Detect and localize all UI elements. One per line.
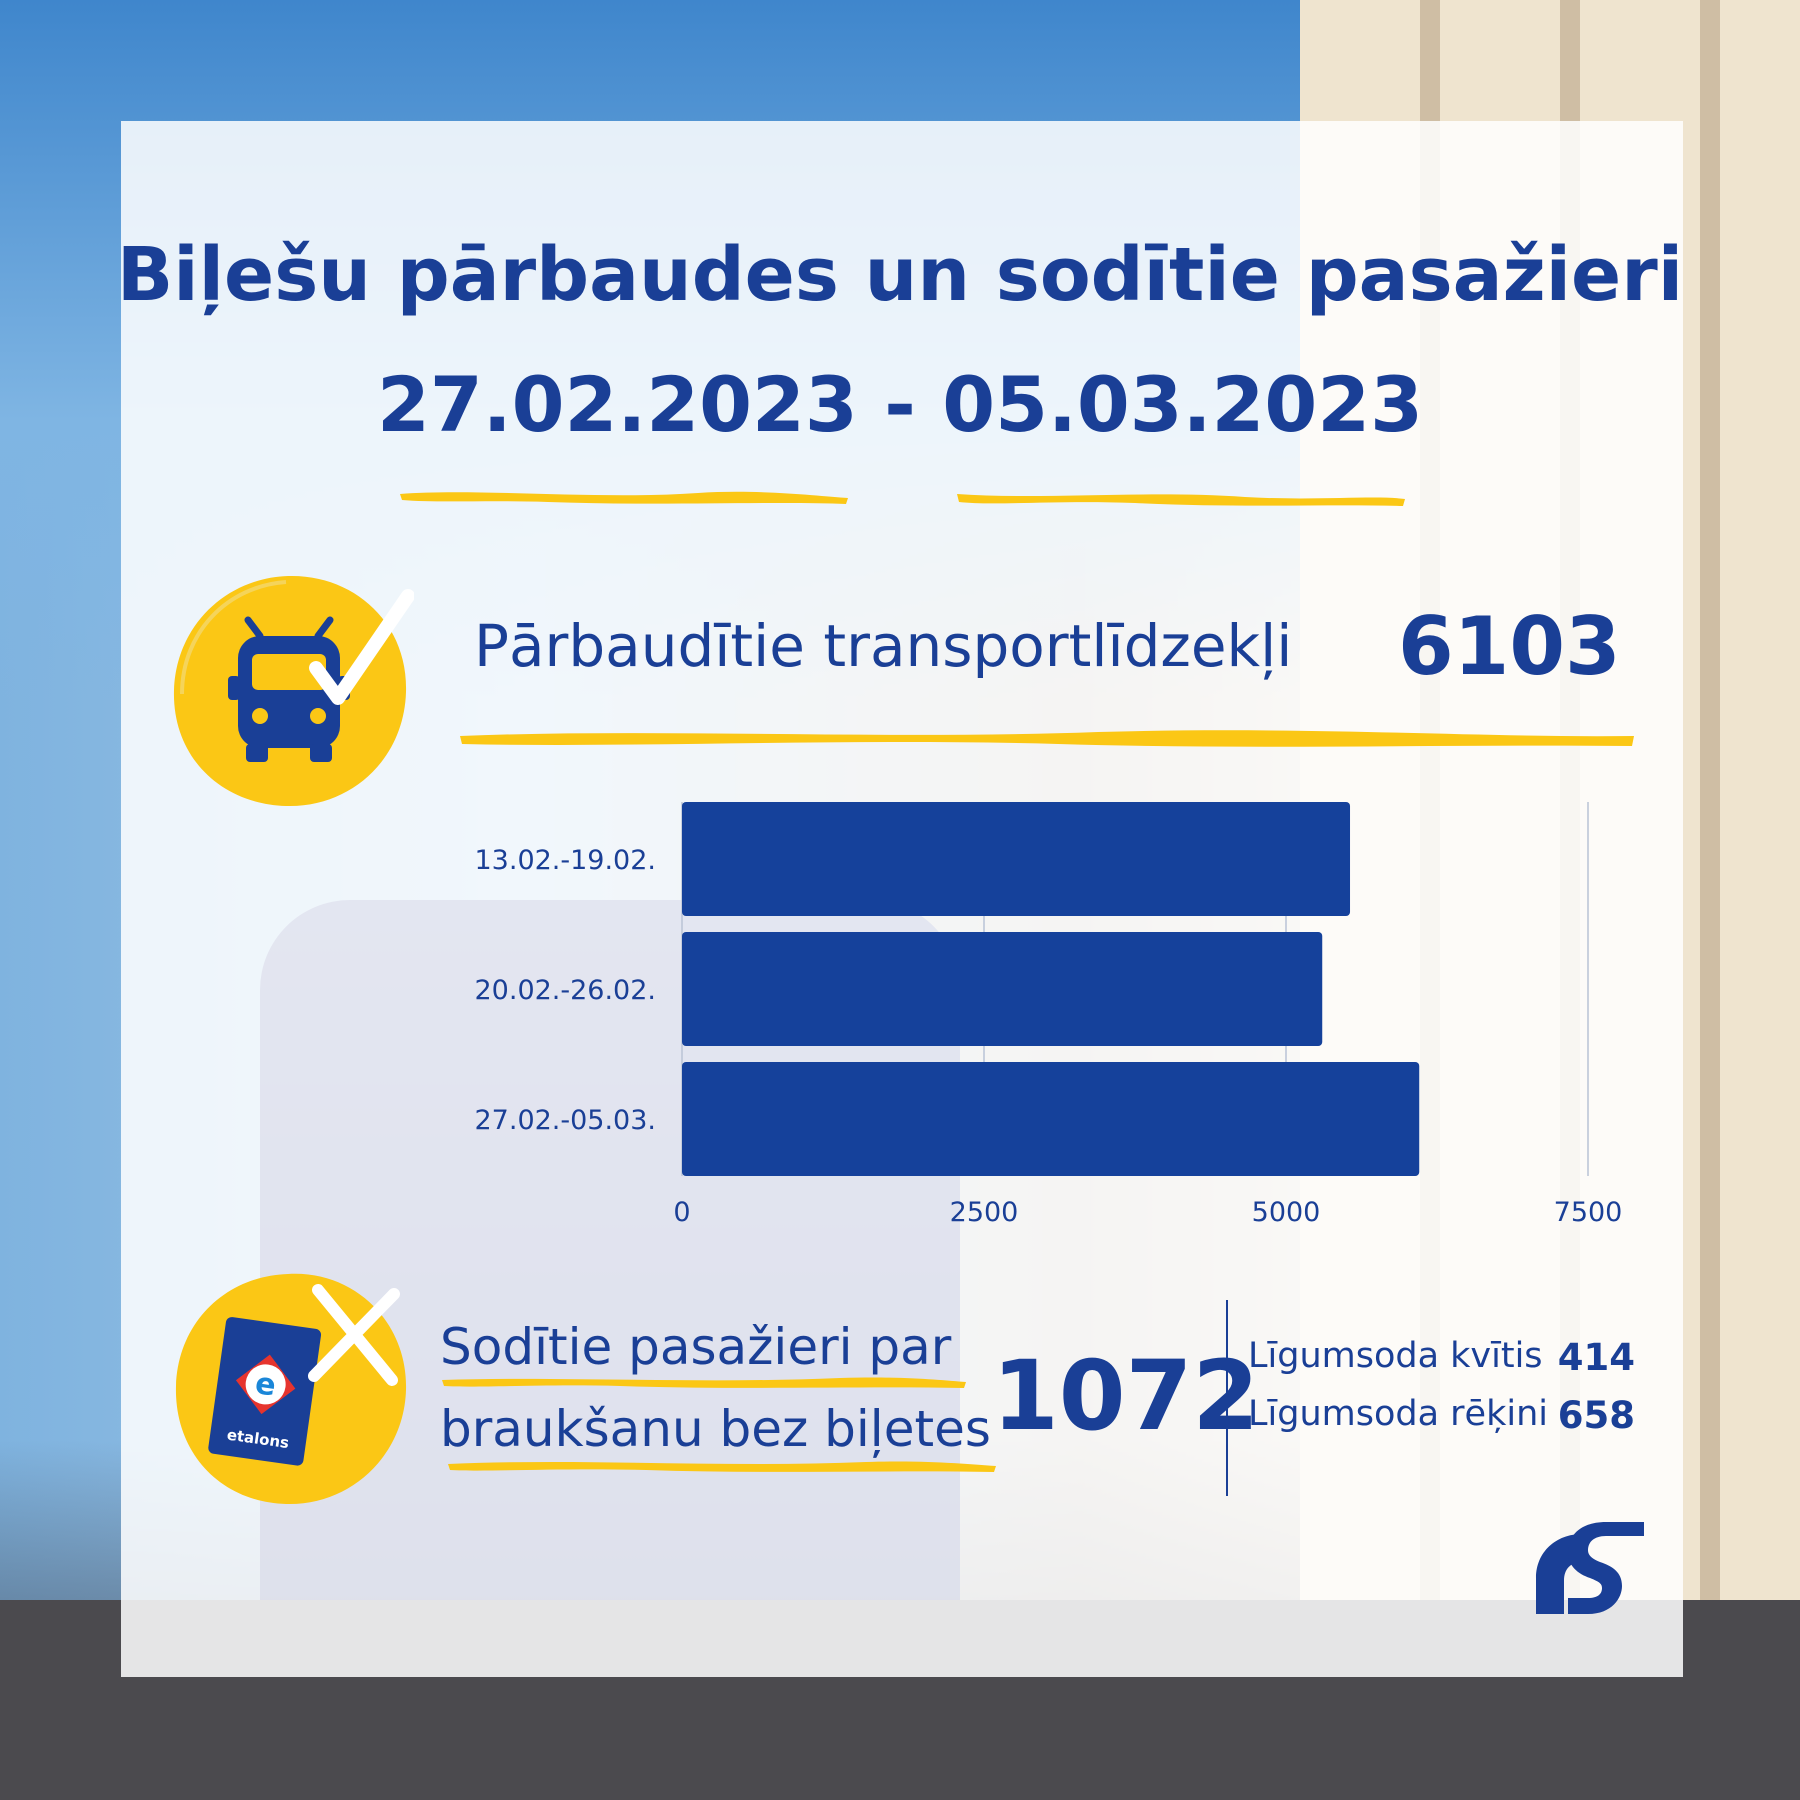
fined-label-line-2: braukšanu bez biļetes [440, 1400, 991, 1458]
breakdown-label-2: Līgumsoda rēķini [1248, 1394, 1548, 1434]
breakdown-divider [1226, 1300, 1228, 1496]
rigas-satiksme-logo-icon [1536, 1522, 1644, 1614]
breakdown-label-1: Līgumsoda kvītis [1248, 1336, 1543, 1376]
x-tick-label-0: 0 [673, 1197, 690, 1228]
bar-2 [682, 1062, 1420, 1176]
svg-text:e: e [253, 1366, 278, 1403]
breakdown-value-2: 658 [1557, 1394, 1635, 1437]
fined-value: 1072 [992, 1340, 1260, 1452]
bar-0 [682, 802, 1351, 916]
fined-underline-1 [442, 1377, 966, 1388]
bar-1 [682, 932, 1323, 1046]
vehicles-label: Pārbaudītie transportlīdzekļi [474, 612, 1293, 680]
category-label-1: 20.02.-26.02. [475, 975, 657, 1006]
breakdown-value-1: 414 [1557, 1336, 1635, 1379]
vehicles-value: 6103 [1398, 600, 1621, 693]
title-line-2: 27.02.2023 - 05.03.2023 [376, 360, 1424, 449]
trolleybus-check-icon [173, 575, 414, 807]
etalons-card-cross-icon: e etalons [175, 1273, 407, 1505]
x-tick-label-3: 7500 [1554, 1197, 1623, 1228]
date-underline-left [400, 491, 848, 504]
x-tick-label-2: 5000 [1252, 1197, 1321, 1228]
fined-underline-2 [448, 1461, 996, 1472]
title-line-1: Biļešu pārbaudes un sodītie pasažieri [116, 232, 1684, 318]
category-label-2: 27.02.-05.03. [475, 1105, 657, 1136]
x-tick-label-1: 2500 [950, 1197, 1019, 1228]
category-label-0: 13.02.-19.02. [475, 845, 657, 876]
date-underline-right [957, 494, 1405, 506]
vehicles-underline [460, 730, 1634, 747]
fined-label-line-1: Sodītie pasažieri par [440, 1318, 952, 1376]
